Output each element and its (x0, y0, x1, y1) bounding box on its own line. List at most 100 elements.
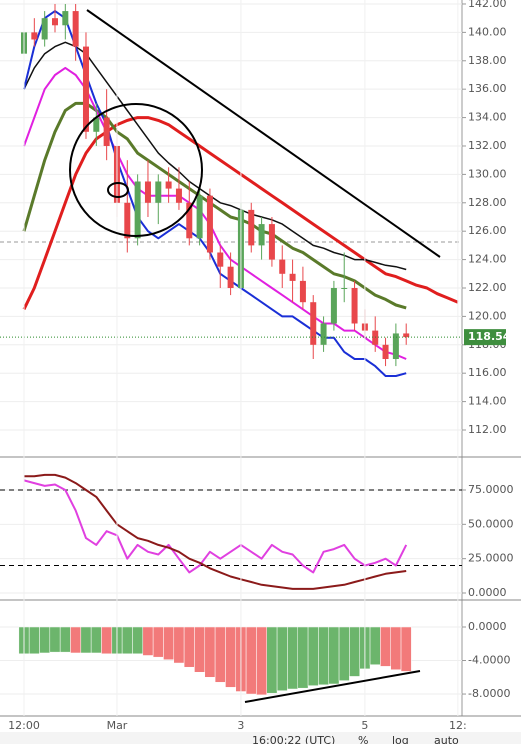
candle-body (279, 259, 286, 274)
histogram-bar (194, 626, 206, 673)
candle-body (268, 224, 275, 260)
x-tick-label: Mar (107, 719, 128, 732)
histogram-bar (59, 626, 71, 653)
toolbar-time: 16:00:22 (UTC) (252, 734, 335, 744)
histogram-bar (400, 626, 412, 672)
y-tick-label: 138.00 (468, 54, 507, 67)
x-tick-label: 12:00 (8, 719, 40, 732)
y-tick-label: 116.00 (468, 366, 507, 379)
candle-body (299, 280, 306, 303)
toolbar-log[interactable]: log (392, 734, 409, 744)
candle-body (155, 181, 162, 203)
y-tick-label: 130.00 (468, 167, 507, 180)
histogram-bar (328, 626, 340, 685)
histogram-bar (80, 626, 92, 654)
y-tick-label: 0.0000 (468, 586, 507, 599)
histogram-bar (390, 626, 402, 670)
candle-body (351, 287, 358, 324)
histogram-bar (152, 626, 164, 658)
highlight-circle (69, 103, 203, 237)
histogram-bar (101, 626, 113, 655)
histogram-bar (349, 626, 360, 677)
trend-line (86, 9, 441, 258)
y-tick-label: 136.00 (468, 82, 507, 95)
candle-body (93, 117, 100, 132)
histogram-bar (297, 626, 309, 689)
candle-body (134, 181, 141, 239)
y-tick-label: -4.0000 (468, 654, 510, 667)
candle-body (165, 181, 172, 189)
y-tick-label: 112.00 (468, 423, 507, 436)
candle-body (382, 344, 389, 360)
histogram-bar (256, 626, 268, 696)
toolbar-auto[interactable]: auto (434, 734, 459, 744)
histogram-bar (142, 626, 154, 656)
histogram-bar (90, 626, 102, 654)
histogram-bar (276, 626, 288, 691)
histogram-bar (338, 626, 350, 681)
histogram-bar (380, 626, 391, 667)
histogram-bar (287, 626, 298, 690)
histogram-bar (70, 626, 82, 654)
histogram-bar (245, 626, 257, 695)
y-tick-label: 142.00 (468, 0, 507, 10)
y-tick-label: 132.00 (468, 139, 507, 152)
candle-body (62, 11, 69, 26)
series-line (23, 479, 408, 574)
candle-body (227, 266, 234, 288)
candle-body (103, 117, 110, 146)
toolbar (0, 732, 521, 744)
y-tick-label: 128.00 (468, 196, 507, 209)
plot-area: 142.00 140.00 138.00 136.00 134.00 132.00 130.… (0, 0, 514, 732)
candle-body (72, 11, 79, 47)
candle-body (31, 32, 38, 40)
candle-body (289, 273, 296, 281)
y-tick-label: 126.00 (468, 224, 507, 237)
y-tick-label: 75.0000 (468, 483, 514, 496)
y-tick-label: 114.00 (468, 395, 507, 408)
histogram-bar (183, 626, 195, 668)
histogram-bar (39, 626, 51, 654)
histogram-bar (369, 626, 381, 665)
highlight-ellipse (107, 182, 129, 198)
histogram-bar (204, 626, 216, 678)
candle-body (310, 302, 317, 345)
histogram-bar (225, 626, 237, 688)
candle-body (196, 195, 203, 239)
histogram-bar (163, 626, 175, 660)
x-tick-label: 12: (449, 719, 467, 732)
candle-body (82, 46, 89, 132)
toolbar-percent[interactable]: % (358, 734, 368, 744)
trend-line (244, 670, 421, 703)
candle-body (248, 209, 255, 246)
histogram-bar (307, 626, 319, 686)
candle-body (124, 202, 131, 239)
histogram-bar (28, 626, 40, 655)
histogram-bar (49, 626, 61, 653)
candle-body (51, 18, 58, 26)
candle-body (175, 188, 182, 203)
candle-body (330, 287, 337, 324)
candle-body (403, 333, 410, 338)
histogram-bar (173, 626, 185, 664)
candle-body (186, 202, 193, 239)
y-tick-label: -8.0000 (468, 687, 510, 700)
candle-body (144, 181, 151, 203)
y-tick-label: 120.00 (468, 309, 507, 322)
candle-body (217, 252, 224, 267)
y-tick-label: 0.0000 (468, 620, 507, 633)
series-line (24, 473, 407, 590)
y-tick-label: 122.00 (468, 281, 507, 294)
histogram-bar (132, 626, 144, 655)
candle-body (41, 18, 48, 40)
last-price-box (464, 329, 506, 346)
histogram-bar (121, 626, 133, 655)
y-tick-label: 134.00 (468, 111, 507, 124)
y-tick-label: 50.0000 (468, 517, 514, 530)
x-tick-label: 5 (361, 719, 368, 732)
histogram-bar (266, 626, 278, 694)
candle-body (392, 333, 399, 360)
candle-body (372, 330, 379, 345)
candle-body (258, 224, 265, 246)
